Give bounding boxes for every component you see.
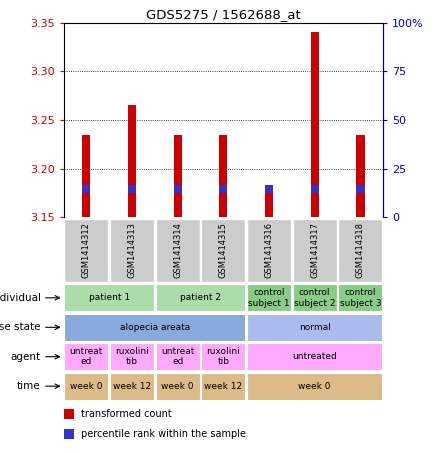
Text: GSM1414312: GSM1414312 xyxy=(82,222,91,278)
Text: ruxolini
tib: ruxolini tib xyxy=(206,347,240,366)
Text: GSM1414313: GSM1414313 xyxy=(127,222,137,278)
Bar xyxy=(219,185,227,193)
Text: week 0: week 0 xyxy=(162,382,194,390)
Text: time: time xyxy=(17,381,41,391)
Text: alopecia areata: alopecia areata xyxy=(120,323,190,332)
Bar xyxy=(64,409,74,419)
Text: patient 1: patient 1 xyxy=(88,294,130,302)
Bar xyxy=(82,185,91,193)
Text: GSM1414314: GSM1414314 xyxy=(173,222,182,278)
Bar xyxy=(293,284,337,311)
Bar xyxy=(64,284,154,311)
Text: normal: normal xyxy=(299,323,331,332)
Bar xyxy=(247,343,382,370)
Bar xyxy=(110,373,154,400)
Text: untreat
ed: untreat ed xyxy=(70,347,103,366)
Bar xyxy=(247,284,291,311)
Bar xyxy=(201,219,245,282)
Bar xyxy=(156,219,200,282)
Text: week 12: week 12 xyxy=(113,382,151,390)
Bar xyxy=(64,314,245,341)
Bar xyxy=(82,135,91,217)
Bar xyxy=(219,135,227,217)
Bar xyxy=(247,219,291,282)
Text: disease state: disease state xyxy=(0,322,41,333)
Text: patient 2: patient 2 xyxy=(180,294,221,302)
Bar xyxy=(110,343,154,370)
Text: individual: individual xyxy=(0,293,41,303)
Bar xyxy=(128,185,136,193)
Bar xyxy=(247,373,382,400)
Bar xyxy=(339,219,382,282)
Bar xyxy=(173,185,182,193)
Bar xyxy=(64,373,108,400)
Bar xyxy=(201,343,245,370)
Bar xyxy=(156,373,200,400)
Text: untreated: untreated xyxy=(292,352,337,361)
Text: untreat
ed: untreat ed xyxy=(161,347,194,366)
Text: GSM1414316: GSM1414316 xyxy=(265,222,274,278)
Text: week 0: week 0 xyxy=(70,382,102,390)
Text: week 0: week 0 xyxy=(298,382,331,390)
Bar xyxy=(64,219,108,282)
Bar xyxy=(265,188,273,217)
Text: GSM1414315: GSM1414315 xyxy=(219,222,228,278)
Bar xyxy=(293,219,337,282)
Text: ruxolini
tib: ruxolini tib xyxy=(115,347,149,366)
Bar xyxy=(339,284,382,311)
Text: GSM1414317: GSM1414317 xyxy=(310,222,319,278)
Text: agent: agent xyxy=(11,352,41,362)
Bar xyxy=(156,284,245,311)
Bar xyxy=(265,185,273,193)
Bar xyxy=(64,343,108,370)
Bar xyxy=(247,314,382,341)
Bar xyxy=(356,135,364,217)
Bar xyxy=(156,343,200,370)
Bar xyxy=(356,185,364,193)
Bar xyxy=(173,135,182,217)
Bar xyxy=(311,185,319,193)
Bar xyxy=(201,373,245,400)
Text: control
subject 2: control subject 2 xyxy=(294,288,336,308)
Bar xyxy=(128,106,136,217)
Bar xyxy=(110,219,154,282)
Text: control
subject 3: control subject 3 xyxy=(339,288,381,308)
Text: control
subject 1: control subject 1 xyxy=(248,288,290,308)
Text: GSM1414318: GSM1414318 xyxy=(356,222,365,278)
Title: GDS5275 / 1562688_at: GDS5275 / 1562688_at xyxy=(146,9,301,21)
Text: percentile rank within the sample: percentile rank within the sample xyxy=(81,429,246,439)
Bar xyxy=(311,33,319,217)
Bar xyxy=(64,429,74,439)
Text: transformed count: transformed count xyxy=(81,409,172,419)
Text: week 12: week 12 xyxy=(204,382,243,390)
